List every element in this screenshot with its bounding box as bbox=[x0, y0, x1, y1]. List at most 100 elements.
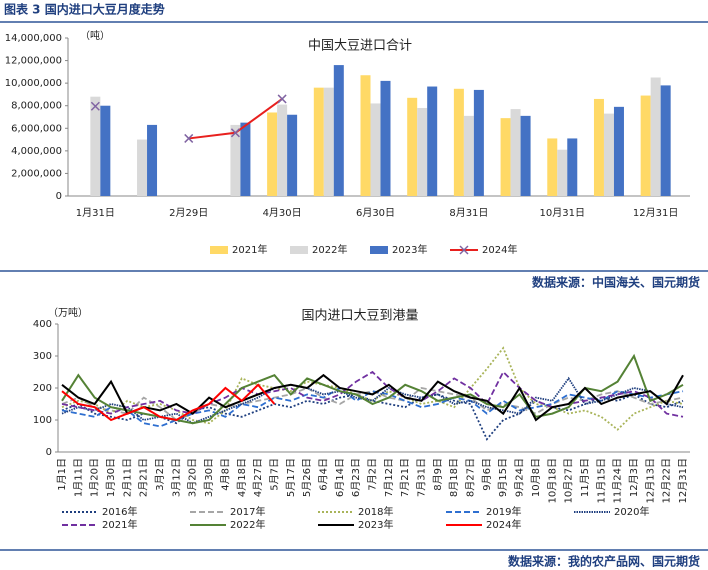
bar bbox=[313, 87, 324, 196]
x-tick-label: 8月27日 bbox=[465, 458, 477, 497]
legend-label: 2022年 bbox=[312, 243, 347, 256]
bar bbox=[100, 105, 111, 196]
y-tick-label: 100 bbox=[33, 415, 52, 426]
bar bbox=[90, 96, 101, 196]
series-line bbox=[61, 346, 684, 431]
x-tick-label: 7月21日 bbox=[399, 458, 411, 497]
bar bbox=[650, 77, 661, 196]
legend-swatch bbox=[210, 246, 228, 254]
y-tick-label: 6,000,000 bbox=[11, 123, 62, 134]
x-tick-label: 10月8日 bbox=[530, 458, 542, 497]
x-tick-label: 1月20日 bbox=[89, 458, 101, 497]
bar bbox=[547, 138, 558, 196]
y-tick-label: 200 bbox=[33, 383, 52, 394]
line-marker bbox=[184, 133, 194, 143]
x-tick-label: 10月27日 bbox=[563, 458, 575, 503]
bar bbox=[407, 97, 418, 196]
x-tick-label: 1月11日 bbox=[72, 458, 84, 497]
bar bbox=[603, 113, 614, 196]
line-marker bbox=[230, 128, 240, 138]
y-tick-label: 4,000,000 bbox=[11, 146, 62, 157]
bar bbox=[240, 122, 251, 196]
x-tick-label: 4月27日 bbox=[252, 458, 264, 497]
x-tick-label: 8月9日 bbox=[432, 458, 444, 491]
legend-label: 2024年 bbox=[486, 518, 521, 531]
bar bbox=[640, 95, 651, 196]
bar bbox=[277, 104, 288, 196]
y-tick-label: 2,000,000 bbox=[11, 168, 62, 179]
x-tick-label: 1月30日 bbox=[105, 458, 117, 497]
x-tick-label: 3月30日 bbox=[203, 458, 215, 497]
bar bbox=[267, 112, 278, 196]
x-tick-label: 2月11日 bbox=[121, 458, 133, 497]
x-tick-label: 3月2日 bbox=[154, 458, 166, 491]
series-line bbox=[61, 370, 684, 418]
legend-label: 2021年 bbox=[102, 518, 137, 531]
x-tick-label: 6月14日 bbox=[334, 458, 346, 497]
legend-label: 2021年 bbox=[232, 243, 267, 256]
series-line bbox=[61, 383, 276, 422]
chart-title: 国内进口大豆到港量 bbox=[301, 308, 418, 324]
x-tick-label: 4月30日 bbox=[263, 207, 302, 219]
legend-label: 2023年 bbox=[392, 243, 427, 256]
line-marker bbox=[277, 94, 287, 104]
x-tick-label: 1月1日 bbox=[56, 458, 68, 491]
x-tick-label: 7月2日 bbox=[367, 458, 379, 491]
bar bbox=[613, 106, 624, 196]
bar bbox=[323, 87, 334, 196]
source: 数据来源：我的农产品网、国元期货 bbox=[508, 554, 700, 569]
x-tick-label: 8月31日 bbox=[449, 207, 488, 219]
chart-title: 中国大豆进口合计 bbox=[308, 39, 412, 54]
unit-label: （吨） bbox=[80, 29, 110, 42]
line-marker bbox=[90, 101, 100, 111]
legend-label: 2019年 bbox=[486, 505, 521, 518]
y-tick-label: 300 bbox=[33, 351, 52, 362]
bar bbox=[287, 114, 298, 196]
x-tick-label: 5月26日 bbox=[301, 458, 313, 497]
legend-label: 2020年 bbox=[614, 505, 649, 518]
x-tick-label: 9月24日 bbox=[514, 458, 526, 497]
bar bbox=[520, 115, 531, 196]
legend-label: 2018年 bbox=[358, 505, 393, 518]
bar bbox=[360, 75, 371, 196]
x-tick-label: 8月18日 bbox=[448, 458, 460, 497]
series-line bbox=[61, 393, 684, 441]
x-tick-label: 11月15日 bbox=[595, 458, 607, 503]
x-tick-label: 4月18日 bbox=[236, 458, 248, 497]
x-tick-label: 12月31日 bbox=[677, 458, 689, 503]
y-tick-label: 8,000,000 bbox=[11, 101, 62, 112]
bar bbox=[473, 89, 484, 196]
x-tick-label: 12月31日 bbox=[633, 207, 678, 219]
legend-label: 2023年 bbox=[358, 518, 393, 531]
bar bbox=[370, 103, 381, 196]
bar bbox=[510, 109, 521, 196]
y-tick-label: 10,000,000 bbox=[5, 78, 62, 89]
x-tick-label: 12月22日 bbox=[661, 458, 673, 503]
x-tick-label: 7月31日 bbox=[416, 458, 428, 497]
x-tick-label: 4月8日 bbox=[219, 458, 231, 491]
legend-label: 2024年 bbox=[482, 243, 517, 256]
bar bbox=[380, 80, 391, 196]
x-tick-label: 9月6日 bbox=[481, 458, 493, 491]
x-tick-label: 6月4日 bbox=[317, 458, 329, 491]
series-line bbox=[61, 373, 684, 422]
x-tick-label: 7月12日 bbox=[383, 458, 395, 497]
bar bbox=[417, 107, 428, 196]
source: 数据来源：中国海关、国元期货 bbox=[532, 275, 700, 290]
y-tick-label: 12,000,000 bbox=[5, 56, 62, 67]
legend-swatch bbox=[459, 245, 469, 255]
bar bbox=[557, 149, 568, 196]
legend-swatch bbox=[290, 246, 308, 254]
x-tick-label: 10月31日 bbox=[540, 207, 585, 219]
x-tick-label: 3月12日 bbox=[170, 458, 182, 497]
bar bbox=[660, 85, 671, 196]
x-tick-label: 10月18日 bbox=[546, 458, 558, 503]
x-tick-label: 11月5日 bbox=[579, 458, 591, 497]
unit-label: （万吨） bbox=[48, 306, 88, 319]
x-tick-label: 12月13日 bbox=[644, 458, 656, 503]
x-tick-label: 12月3日 bbox=[628, 458, 640, 497]
legend-label: 2022年 bbox=[230, 518, 265, 531]
legend-swatch bbox=[370, 246, 388, 254]
x-tick-label: 6月30日 bbox=[356, 207, 395, 219]
